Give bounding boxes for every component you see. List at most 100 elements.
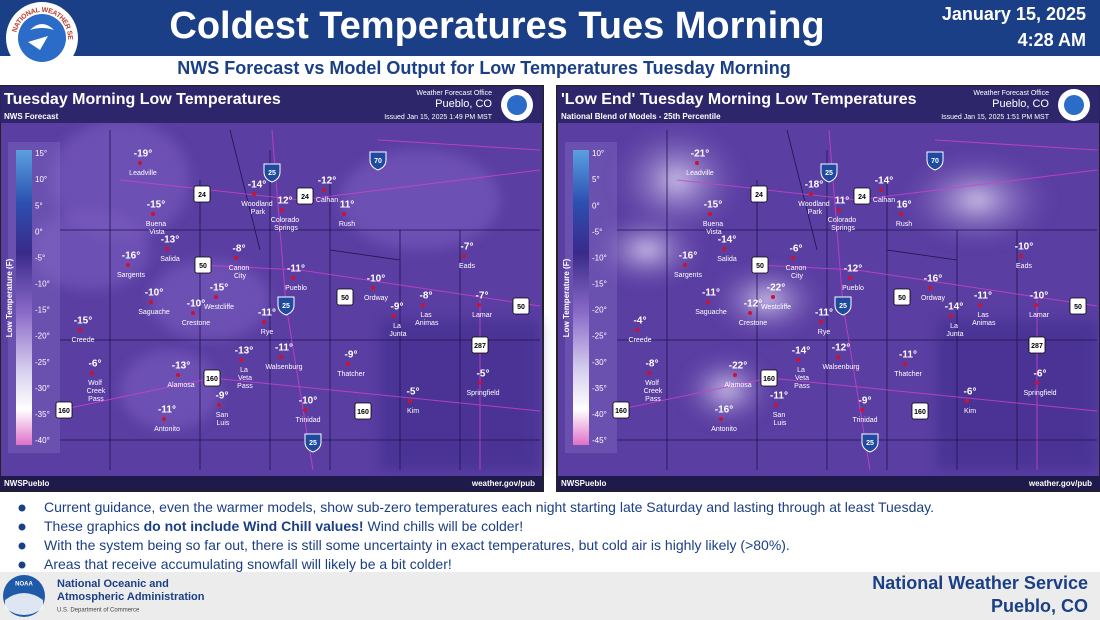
colorbar-tick-label: -35° [592,384,607,393]
agency-line: Atmospheric Administration [57,591,205,603]
city-name-line: Luis [215,420,230,427]
city-dot [928,286,932,290]
city-dot [78,328,82,332]
city-dot [279,355,283,359]
city-temp: -12° [844,264,862,275]
city-name: Walsenburg [265,364,302,371]
shield-number: 25 [839,303,847,310]
city-temp: -11° [974,291,992,302]
colorbar-tick-label: -40° [592,410,607,419]
city-temp: -10° [187,299,205,310]
shield-number: 160 [914,409,926,416]
city-name-line: Pass [86,396,104,403]
time: 4:28 AM [1018,30,1086,50]
bullet-segment: Wind chills will be colder! [364,518,524,534]
city-name: Saguache [138,309,170,316]
interstate-shield [304,433,322,453]
city-name: Canon City [229,265,250,280]
city-name: Creede [72,337,95,344]
city-temp: -8° [420,291,433,302]
city-temp: -15° [147,200,165,211]
city-temp: -8° [646,359,659,370]
city-temp: -5° [407,387,420,398]
us-shield [750,185,768,203]
city-name: Creede [629,337,652,344]
us-shield [1069,297,1087,315]
city-name: Buena Vista [146,221,166,236]
city-name: Colorado Springs [271,217,300,232]
city-name: La Veta Pass [792,367,810,390]
interstate-shield [861,433,879,453]
city-dot [1035,381,1039,385]
shield-number: 50 [756,263,764,270]
city-name-line: Colorado [828,217,857,224]
shield-number: 25 [268,170,276,177]
city-name: Crestone [739,320,768,327]
colorbar-tick-label: -15° [35,306,50,315]
city-name: Thatcher [894,371,922,378]
panel-footer [0,476,543,491]
interstate-shield [834,296,852,316]
bullet-marker [18,561,26,569]
city-name: San Luis [772,412,787,427]
city-temp: -10° [367,274,385,285]
city-temp: -15° [74,316,92,327]
city-name-line: La [797,367,805,374]
city-temp: -10° [1015,242,1033,253]
us-shield [296,187,314,205]
city-name: Ordway [364,295,389,302]
shield-number: 24 [858,194,866,201]
shield-number: 50 [898,295,906,302]
footer-bar [0,572,1100,620]
city-name: Alamosa [167,382,194,389]
city-name-line: Park [249,209,266,216]
city-dot [149,300,153,304]
city-name-line: La [240,367,248,374]
terrain-shade [340,150,500,250]
bullet-segment: Areas that receive accumulating snowfall… [44,556,452,572]
city-temp: -12° [318,176,336,187]
bullet-marker [18,542,26,550]
city-temp: -16° [924,274,942,285]
city-dot [252,192,256,196]
city-name: Wolf Creek Pass [85,380,106,403]
department: U.S. Department of Commerce [57,608,140,614]
bullet-marker [18,523,26,531]
city-dot [371,286,375,290]
city-dot [635,328,639,332]
city-name: Rush [339,221,355,228]
bullet-segment: do not include Wind Chill values! [144,518,364,534]
city-temp: 11° [340,200,355,211]
city-dot [837,208,841,212]
city-dot [647,371,651,375]
colorbar-tick-label: -35° [35,410,50,419]
footer-left: NWSPueblo [561,479,606,488]
bullet-segment: These graphics [44,518,144,534]
city-temp: -14° [248,180,266,191]
city-name-line: Veta [793,375,809,382]
city-temp: -14° [945,302,963,313]
city-dot [836,355,840,359]
city-temp: -6° [89,359,102,370]
city-name: Calhan [316,197,338,204]
city-temp: -10° [299,396,317,407]
city-temp: -11° [702,288,720,299]
us-shield [512,297,530,315]
city-dot [303,408,307,412]
bullet-segment: With the system being so far out, there … [44,537,790,553]
city-name-line: Pass [792,383,810,390]
colorbar-tick-label: -25° [35,358,50,367]
city-name: Rye [261,329,274,336]
city-name: Pueblo [285,285,307,292]
colorbar-tick-label: 0° [35,227,43,236]
city-dot [239,358,243,362]
office-label: Weather Forecast Office [973,90,1049,97]
colorbar-tick-label: -20° [35,332,50,341]
city-dot [695,161,699,165]
panel-header [0,86,543,123]
city-name-line: Pass [643,396,661,403]
city-dot [903,362,907,366]
city-temp: -11° [899,350,917,361]
office-logo-core [507,95,527,115]
colorbar-frame [565,142,617,453]
